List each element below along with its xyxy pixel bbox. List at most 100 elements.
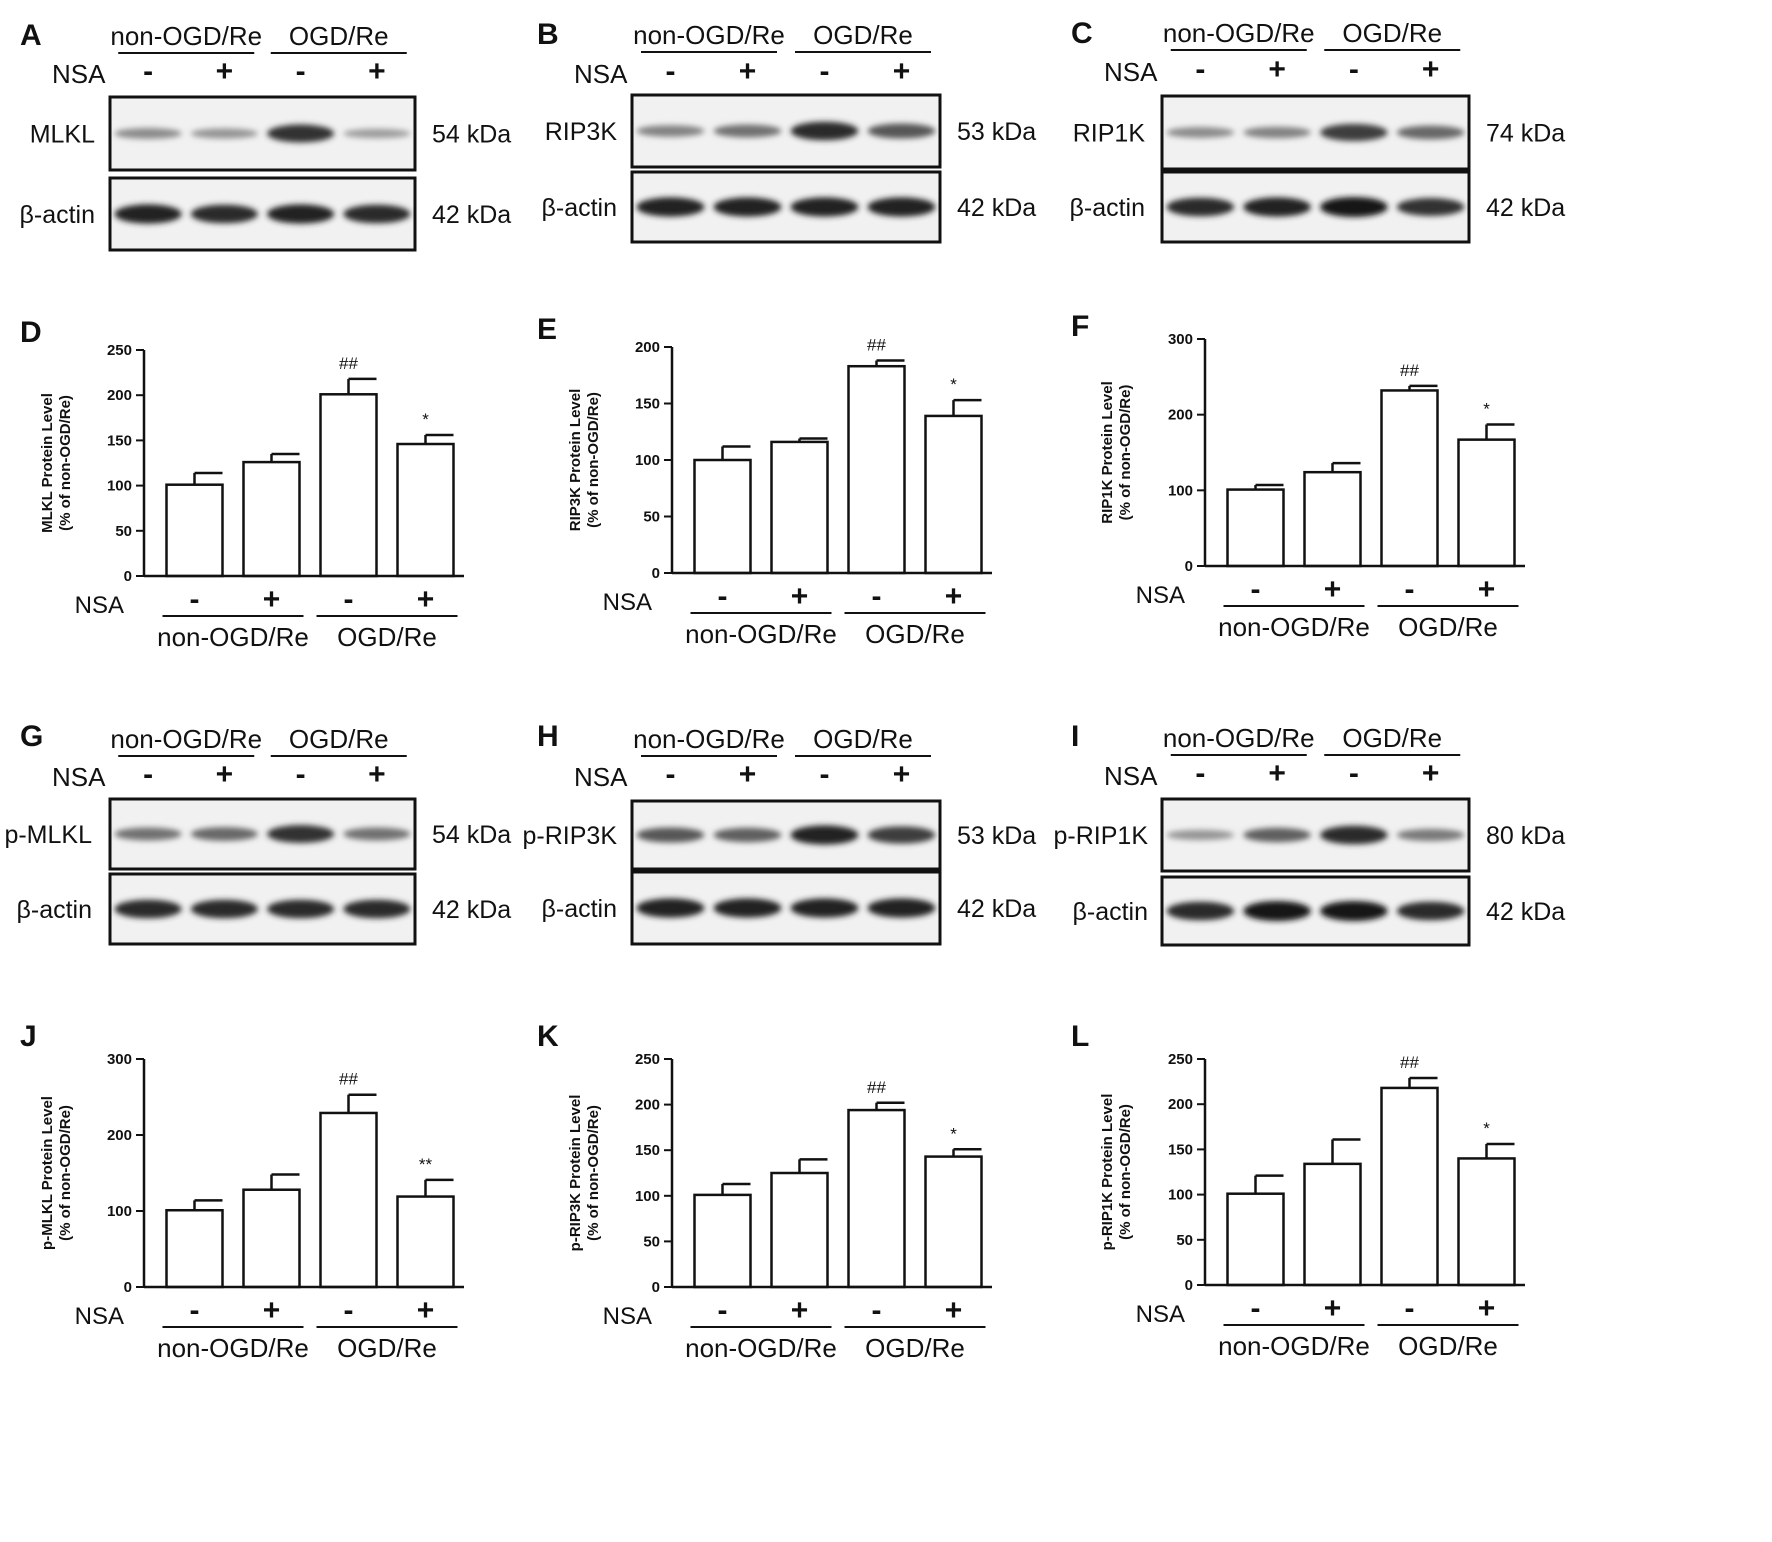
y-tick-label: 150: [635, 1142, 660, 1159]
bar: [693, 458, 752, 575]
panel-label: G: [20, 720, 43, 753]
kda-label: 54 kDa: [432, 821, 511, 849]
panel-label: I: [1071, 720, 1079, 753]
blot-band: [1396, 125, 1465, 140]
nsa-sign: -: [872, 580, 882, 613]
group-header: non-OGD/Re: [1163, 18, 1315, 48]
blot-band: [1243, 126, 1311, 139]
significance-mark: *: [1483, 1119, 1490, 1138]
y-tick-label: 100: [635, 452, 660, 469]
y-axis-label-line: (% of non-OGD/Re): [57, 1105, 74, 1241]
kda-label: 53 kDa: [957, 822, 1036, 850]
kda-label: 42 kDa: [432, 201, 511, 229]
kda-label: 42 kDa: [1486, 898, 1565, 926]
bar: [770, 440, 829, 575]
bar: [1226, 1192, 1285, 1287]
nsa-label: NSA: [574, 762, 628, 792]
kda-label: 42 kDa: [432, 896, 511, 924]
panel-label: C: [1071, 17, 1093, 50]
blot-band: [190, 899, 258, 919]
nsa-sign: -: [820, 55, 830, 88]
significance-mark: *: [950, 375, 957, 394]
panel-label: J: [20, 1020, 37, 1053]
bar: [319, 393, 378, 578]
nsa-sign: -: [666, 55, 676, 88]
nsa-sign: +: [791, 1294, 809, 1327]
nsa-sign: +: [1268, 53, 1286, 86]
blot-band: [790, 197, 859, 217]
significance-mark: *: [422, 410, 429, 429]
blot-band: [343, 204, 411, 224]
significance-mark: ##: [339, 354, 358, 373]
nsa-sign: -: [718, 580, 728, 613]
y-tick-label: 100: [107, 1203, 132, 1220]
protein-label: β-actin: [19, 201, 95, 229]
group-label: non-OGD/Re: [157, 622, 309, 652]
panel-label: K: [537, 1020, 559, 1053]
panel-label: B: [537, 18, 559, 51]
group-label: non-OGD/Re: [685, 1333, 837, 1363]
protein-label: β-actin: [1069, 194, 1145, 222]
y-axis-label-line: (% of non-OGD/Re): [57, 395, 74, 531]
nsa-sign: +: [739, 55, 757, 88]
nsa-sign: +: [417, 583, 435, 616]
nsa-sign: +: [263, 583, 281, 616]
blot-band: [343, 899, 411, 919]
y-tick-label: 0: [124, 568, 132, 585]
kda-label: 53 kDa: [957, 118, 1036, 146]
blot-band: [190, 827, 258, 841]
group-header: non-OGD/Re: [633, 20, 785, 50]
protein-label: MLKL: [30, 121, 95, 149]
kda-label: 74 kDa: [1486, 120, 1565, 148]
nsa-sign: -: [1349, 757, 1359, 790]
kda-label: 42 kDa: [957, 194, 1036, 222]
blot-band: [267, 825, 335, 843]
blot-band: [636, 898, 705, 918]
nsa-sign: -: [820, 758, 830, 791]
nsa-sign: +: [216, 758, 234, 791]
nsa-sign: +: [893, 55, 911, 88]
nsa-sign: +: [1478, 573, 1496, 606]
y-tick-label: 200: [635, 1097, 660, 1114]
blot-band: [713, 124, 782, 138]
y-tick-label: 50: [1176, 1232, 1193, 1249]
blot-band: [343, 128, 411, 139]
bar: [847, 1108, 906, 1289]
chart-panel-e: E 0 50 100 150 200 RIP3K Protein Level(% of no…: [537, 313, 992, 649]
nsa-label: NSA: [1136, 1301, 1185, 1328]
panel-label: F: [1071, 310, 1089, 343]
blot-band: [343, 827, 411, 841]
protein-label: β-actin: [1072, 898, 1148, 926]
blot-band: [713, 898, 782, 918]
nsa-sign: +: [945, 1294, 963, 1327]
y-tick-label: 0: [652, 1279, 660, 1296]
y-axis-label-line: (% of non-OGD/Re): [1117, 1104, 1134, 1240]
blot-band: [267, 899, 335, 919]
nsa-sign: +: [368, 55, 386, 88]
protein-label: β-actin: [541, 895, 617, 923]
blot-band: [1166, 829, 1235, 841]
bar: [319, 1111, 378, 1289]
nsa-sign: -: [190, 1294, 200, 1327]
y-tick-label: 150: [635, 396, 660, 413]
y-tick-label: 300: [107, 1051, 132, 1068]
nsa-label: NSA: [574, 59, 628, 89]
blot-band: [636, 125, 705, 137]
blot-band: [1243, 901, 1311, 921]
group-header: non-OGD/Re: [633, 724, 785, 754]
y-tick-label: 200: [107, 387, 132, 404]
bar: [924, 414, 983, 575]
y-tick-label: 200: [635, 339, 660, 356]
bar: [1457, 1157, 1516, 1287]
nsa-sign: -: [296, 55, 306, 88]
group-header: OGD/Re: [289, 21, 389, 51]
nsa-label: NSA: [603, 1303, 652, 1330]
bar: [693, 1193, 752, 1289]
group-label: non-OGD/Re: [1218, 1331, 1370, 1361]
group-label: OGD/Re: [337, 1333, 437, 1363]
group-header: OGD/Re: [1342, 18, 1442, 48]
bar: [165, 1208, 224, 1289]
y-tick-label: 100: [1168, 482, 1193, 499]
